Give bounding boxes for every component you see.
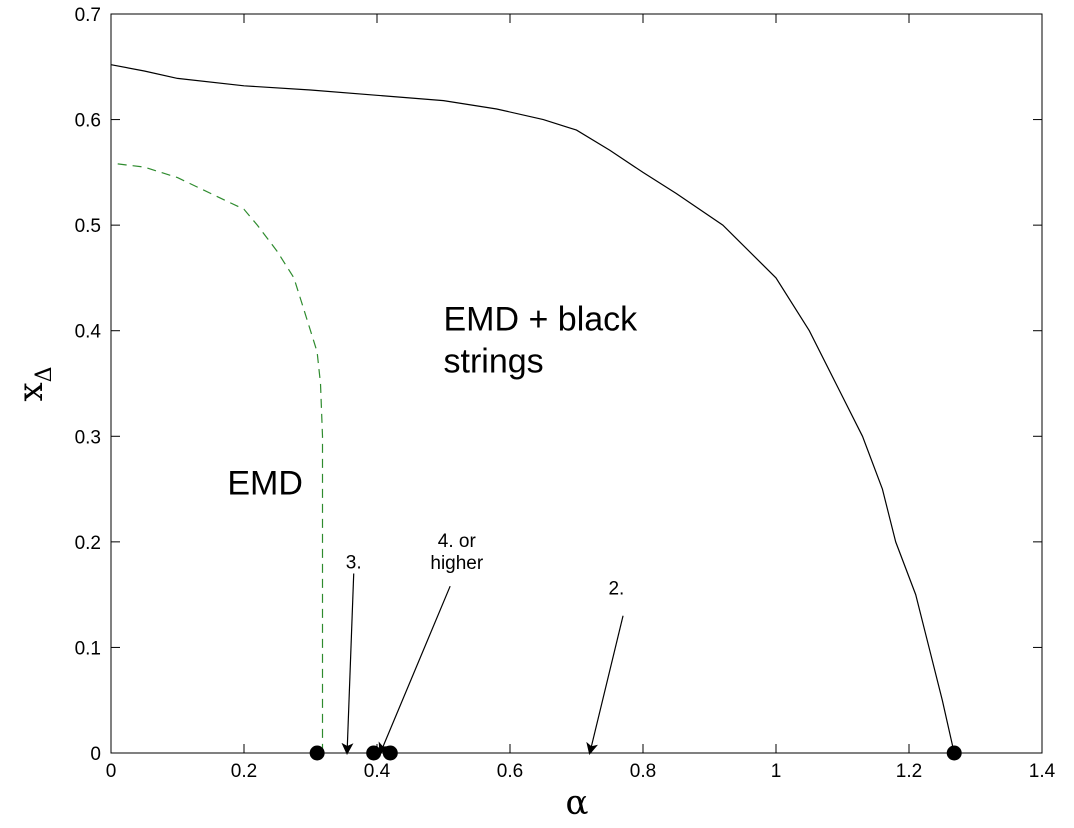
region-label-group: EMD + black strings EMD <box>227 301 638 503</box>
annotation-label: 2. <box>608 579 624 600</box>
marker-group <box>309 745 962 761</box>
y-tick-label: 0.6 <box>75 111 101 132</box>
region-label: EMD + black strings <box>444 301 639 381</box>
series-line-dashed <box>117 163 324 753</box>
x-tick-label: 1.2 <box>896 761 922 782</box>
annotation-arrow <box>341 573 355 755</box>
y-tick-label: 0.7 <box>75 5 101 26</box>
region-label-line: strings <box>444 343 544 381</box>
y-tick-label: 0.4 <box>75 322 102 343</box>
region-label: EMD <box>227 464 303 502</box>
annotation-label: 3. <box>346 552 362 573</box>
annotation-label-line: 4. or <box>438 531 477 552</box>
annotation-arrow <box>586 615 624 755</box>
annotation-label-line: higher <box>430 553 483 574</box>
tick-group: 0 0.2 0.4 0.6 0.8 1 1.2 1.4 0 0.1 0.2 0.3 0.4 0.5 0.6 0… <box>75 5 1056 782</box>
y-tick-label: 0.3 <box>75 427 101 448</box>
y-tick-label: 0.5 <box>75 216 101 237</box>
x-tick-label: 0.8 <box>630 761 656 782</box>
region-label-line: EMD <box>227 464 303 502</box>
y-axis-label: xΔ <box>11 366 57 401</box>
data-point-marker <box>946 745 962 761</box>
annotation-group: 3. 4. or higher 2. <box>341 531 624 755</box>
x-tick-label: 0.4 <box>364 761 391 782</box>
y-tick-label: 0 <box>90 744 101 765</box>
plot-frame <box>110 13 1043 754</box>
x-tick-label: 1.4 <box>1029 761 1056 782</box>
x-tick-label: 0.2 <box>231 761 257 782</box>
annotation-label: 4. or higher <box>430 531 483 574</box>
annotation-label-line: 2. <box>608 579 624 600</box>
y-tick-label: 0.1 <box>75 638 101 659</box>
annotation-arrow <box>378 585 451 755</box>
y-axis-label-main: x <box>11 382 51 401</box>
region-label-line: EMD + black <box>444 301 639 339</box>
x-axis-label: α <box>566 783 589 823</box>
series-group <box>110 64 955 754</box>
x-tick-label: 1 <box>771 761 782 782</box>
x-tick-label: 0 <box>106 761 117 782</box>
x-tick-label: 0.6 <box>497 761 523 782</box>
data-point-marker <box>382 745 398 761</box>
series-line-solid <box>110 64 955 754</box>
y-tick-label: 0.2 <box>75 533 101 554</box>
data-point-marker <box>366 745 382 761</box>
y-axis-label-subscript: Δ <box>32 366 57 382</box>
data-point-marker <box>309 745 325 761</box>
annotation-label-line: 3. <box>346 552 362 573</box>
